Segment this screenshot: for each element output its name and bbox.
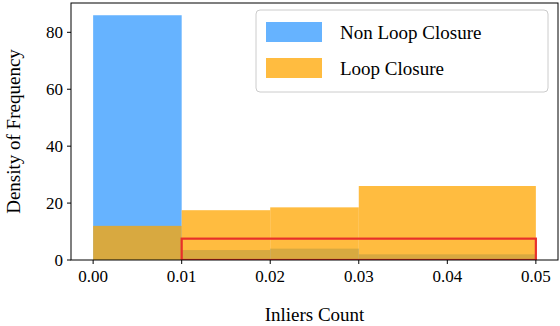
highlight-region [182, 239, 536, 260]
y-tick-label: 60 [46, 80, 63, 99]
x-tick [535, 260, 536, 264]
y-tick [67, 146, 71, 147]
legend-label: Non Loop Closure [340, 22, 481, 43]
x-tick-label: 0.02 [255, 267, 285, 286]
y-tick-label: 40 [46, 137, 63, 156]
x-tick-label: 0.04 [432, 267, 462, 286]
histogram-bar [359, 186, 536, 260]
legend-box [256, 10, 548, 92]
histogram-bar [182, 210, 271, 260]
x-tick-label: 0.05 [521, 267, 551, 286]
x-tick [181, 260, 182, 264]
x-tick-label: 0.00 [78, 267, 108, 286]
y-tick [67, 89, 71, 90]
legend: Non Loop Closure Loop Closure [256, 10, 548, 92]
histogram-bar [93, 226, 182, 260]
y-axis-label: Density of Frequency [3, 49, 24, 214]
y-tick-label: 0 [55, 251, 64, 270]
x-tick-label: 0.03 [344, 267, 374, 286]
y-tick-label: 80 [46, 23, 63, 42]
histogram-bar [93, 15, 182, 260]
frame [71, 3, 558, 260]
y-tick [67, 260, 71, 261]
x-tick [358, 260, 359, 264]
y-tick-label: 20 [46, 194, 63, 213]
y-tick [67, 32, 71, 33]
histogram-bar [270, 207, 359, 260]
legend-swatch [266, 22, 322, 42]
chart: 0.00 0.01 0.02 0.03 0.04 0.05 0 20 40 60 80 Inliers… [0, 0, 560, 326]
x-tick-label: 0.01 [167, 267, 197, 286]
y-tick [67, 203, 71, 204]
x-tick [447, 260, 448, 264]
legend-label: Loop Closure [340, 58, 444, 79]
x-tick [270, 260, 271, 264]
x-axis-label: Inliers Count [265, 304, 365, 325]
legend-swatch [266, 58, 322, 78]
x-tick [93, 260, 94, 264]
